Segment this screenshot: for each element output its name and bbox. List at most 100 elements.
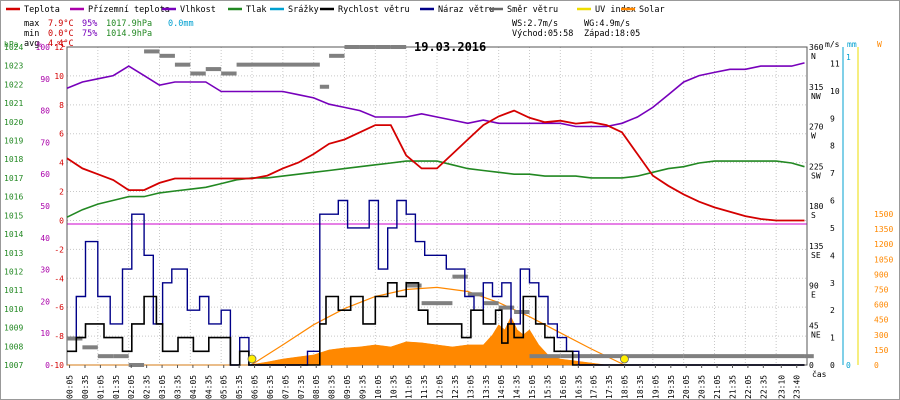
x-tick-label: 13:35 bbox=[482, 375, 491, 399]
chart-title: 19.03.2016 bbox=[414, 40, 486, 54]
stat-min-label: min bbox=[24, 29, 39, 39]
w-tick: 1500 bbox=[874, 210, 893, 219]
x-tick-label: 04:05 bbox=[189, 375, 198, 399]
hpa-tick: 1009 bbox=[4, 324, 23, 333]
axis-label-temp: °C bbox=[56, 40, 66, 49]
w-tick: 300 bbox=[874, 331, 889, 340]
hpa-tick: 1012 bbox=[4, 267, 23, 276]
ms-tick: 0 bbox=[830, 361, 835, 370]
ms-tick: 6 bbox=[830, 197, 835, 206]
sunrise: Východ:05:58 bbox=[512, 29, 573, 39]
mm-tick: 1 bbox=[846, 53, 851, 62]
ms-tick: 1 bbox=[830, 334, 835, 343]
w-tick: 150 bbox=[874, 346, 889, 355]
hum-tick: 20 bbox=[40, 297, 50, 306]
temp-tick: 0 bbox=[59, 216, 64, 225]
x-tick-label: 10:35 bbox=[389, 375, 398, 399]
x-tick-label: 15:05 bbox=[528, 375, 537, 399]
hum-tick: 30 bbox=[40, 266, 50, 275]
x-tick-label: 16:35 bbox=[574, 375, 583, 399]
temp-tick: 6 bbox=[59, 130, 64, 139]
axis-label-hpa: hPa bbox=[4, 40, 19, 49]
ms-tick: 10 bbox=[830, 87, 840, 96]
w-tick: 1350 bbox=[874, 225, 893, 234]
x-tick-label: 22:05 bbox=[744, 375, 753, 399]
legend-entry: Rychlost větru bbox=[338, 5, 410, 15]
dir-tick-compass: E bbox=[811, 291, 816, 300]
x-tick-label: 01:05 bbox=[96, 375, 105, 399]
legend-entry: Srážky bbox=[288, 5, 319, 15]
x-tick-label: 17:35 bbox=[605, 375, 614, 399]
temperature-line bbox=[66, 109, 805, 222]
w-tick: 1200 bbox=[874, 240, 893, 249]
ms-tick: 4 bbox=[830, 251, 835, 260]
w-tick: 450 bbox=[874, 316, 889, 325]
gust-line bbox=[67, 199, 805, 366]
dir-tick: 180 bbox=[809, 202, 824, 211]
x-tick-label: 20:05 bbox=[682, 375, 691, 399]
x-tick-label: 19:05 bbox=[651, 375, 660, 399]
uv-marker bbox=[620, 354, 629, 364]
axis-layer: 1024102310221021102010191018101710161015… bbox=[4, 43, 893, 399]
dir-tick: 360 bbox=[809, 43, 824, 52]
mm-tick: 0 bbox=[846, 361, 851, 370]
hpa-tick: 1024 bbox=[4, 43, 23, 52]
stat-max-press: 1017.9hPa bbox=[106, 19, 152, 29]
hpa-tick: 1015 bbox=[4, 211, 23, 220]
dir-tick-compass: SE bbox=[811, 251, 821, 260]
dir-tick: 45 bbox=[809, 321, 819, 330]
pressure-line bbox=[66, 160, 805, 218]
temp-tick: -10 bbox=[50, 361, 65, 370]
stat-max-hum: 95% bbox=[82, 19, 97, 29]
legend-entry: Solar bbox=[639, 5, 665, 15]
x-tick-label: 18:35 bbox=[636, 375, 645, 399]
humidity-line bbox=[66, 62, 805, 128]
stat-avg-label: avg bbox=[24, 39, 39, 49]
temp-tick: 2 bbox=[59, 188, 64, 197]
hum-tick: 0 bbox=[45, 361, 50, 370]
legend-entry: Tlak bbox=[246, 5, 266, 15]
x-tick-label: 19:35 bbox=[667, 375, 676, 399]
stat-max-temp: 7.9°C bbox=[48, 19, 74, 29]
stat-min-hum: 75% bbox=[82, 29, 97, 39]
x-tick-label: 06:35 bbox=[266, 375, 275, 399]
dir-tick-compass: S bbox=[811, 211, 816, 220]
legend-entry: Směr větru bbox=[507, 5, 558, 15]
x-tick-label: 20:35 bbox=[698, 375, 707, 399]
wind-info: WS:2.7m/s WG:4.9m/s Východ:05:58 Západ:1… bbox=[512, 19, 640, 39]
ms-tick: 2 bbox=[830, 306, 835, 315]
dir-tick: 90 bbox=[809, 282, 819, 291]
wind-ws: WS:2.7m/s bbox=[512, 19, 558, 29]
hpa-tick: 1007 bbox=[4, 361, 23, 370]
stat-max-label: max bbox=[24, 19, 39, 29]
x-tick-label: 10:05 bbox=[374, 375, 383, 399]
ms-tick: 7 bbox=[830, 169, 835, 178]
temp-tick: 12 bbox=[54, 43, 64, 52]
x-tick-label: 07:05 bbox=[281, 375, 290, 399]
axis-label-mm: mm bbox=[847, 40, 857, 49]
dir-tick-compass: SW bbox=[811, 171, 821, 180]
x-tick-label: 03:35 bbox=[173, 375, 182, 399]
dir-tick-compass: NW bbox=[811, 92, 821, 101]
x-tick-label: 14:05 bbox=[497, 375, 506, 399]
x-tick-label: 04:35 bbox=[204, 375, 213, 399]
x-tick-label: 03:05 bbox=[158, 375, 167, 399]
x-tick-label: 11:05 bbox=[405, 375, 414, 399]
solar-theoretical-line bbox=[250, 286, 625, 366]
x-tick-label: 09:05 bbox=[343, 375, 352, 399]
ms-tick: 3 bbox=[830, 279, 835, 288]
x-tick-label: 08:35 bbox=[328, 375, 337, 399]
legend-entry: Vlhkost bbox=[180, 5, 216, 15]
hum-tick: 50 bbox=[40, 202, 50, 211]
x-tick-label: 08:05 bbox=[312, 375, 321, 399]
uv-marker bbox=[247, 354, 257, 364]
legend: Teplota Přízemní teplota Vlhkost Tlak Srážky… bbox=[6, 5, 665, 15]
x-tick-label: 02:05 bbox=[127, 375, 136, 399]
hum-tick: 60 bbox=[40, 170, 50, 179]
hpa-tick: 1022 bbox=[4, 80, 23, 89]
x-tick-label: 07:35 bbox=[297, 375, 306, 399]
axis-label-ms: m/s bbox=[825, 40, 840, 49]
ms-tick: 11 bbox=[830, 59, 840, 68]
w-tick: 1050 bbox=[874, 255, 893, 264]
hpa-tick: 1020 bbox=[4, 118, 23, 127]
